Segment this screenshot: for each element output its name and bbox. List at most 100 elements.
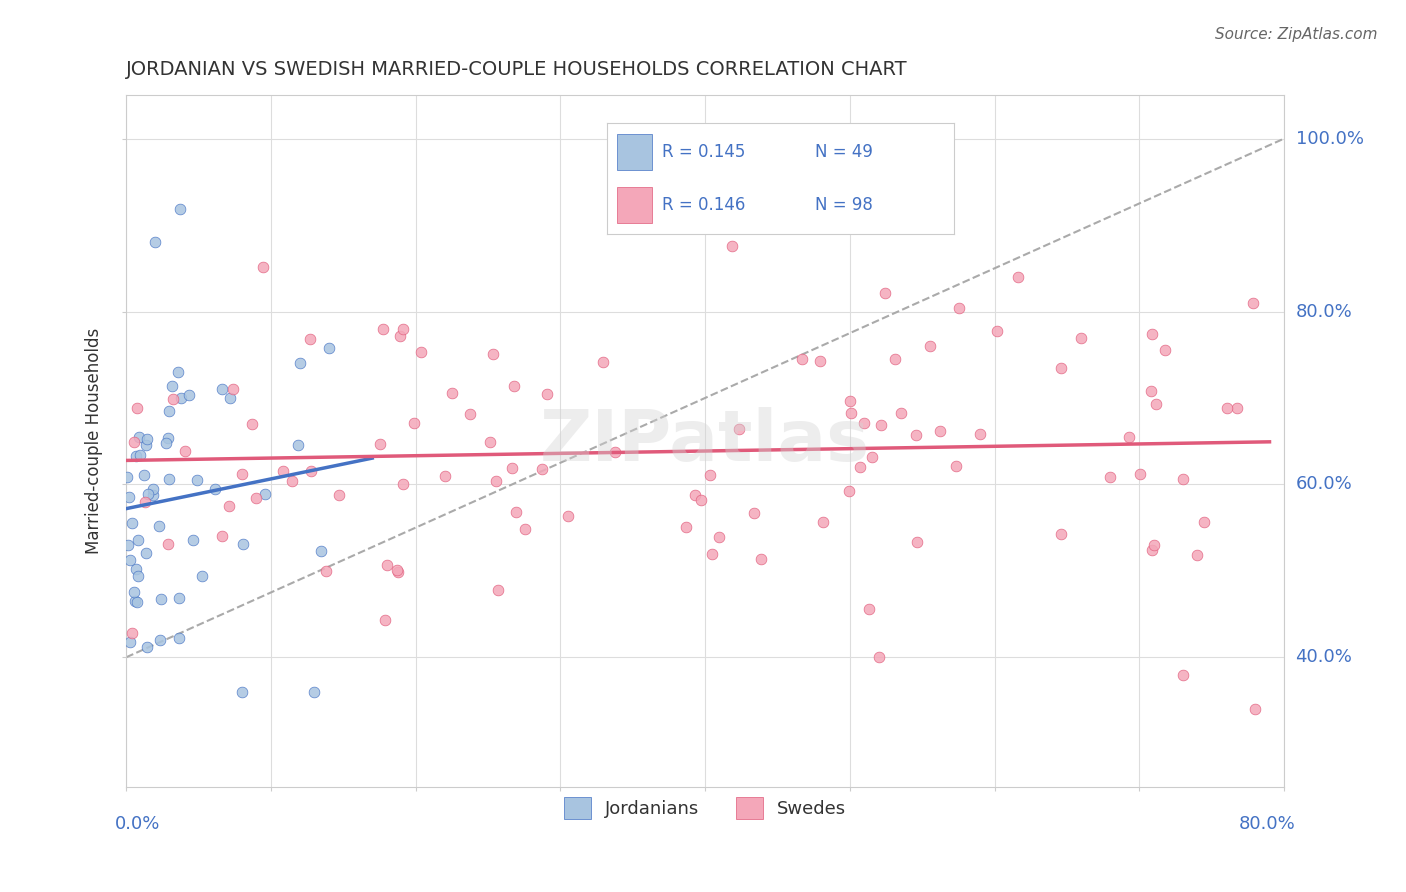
Point	[117, 538, 139, 552]
Point	[742, 506, 765, 520]
Point	[1215, 401, 1237, 416]
Point	[254, 487, 277, 501]
Point	[136, 487, 159, 501]
Point	[1139, 384, 1161, 398]
Point	[127, 568, 149, 582]
Point	[873, 285, 896, 300]
Point	[790, 351, 813, 366]
Point	[986, 324, 1008, 338]
Point	[929, 424, 952, 438]
Point	[120, 553, 142, 567]
Text: JORDANIAN VS SWEDISH MARRIED-COUPLE HOUSEHOLDS CORRELATION CHART: JORDANIAN VS SWEDISH MARRIED-COUPLE HOUS…	[127, 60, 908, 78]
Point	[948, 301, 970, 315]
Point	[482, 347, 505, 361]
Point	[157, 472, 180, 486]
Point	[1140, 327, 1163, 342]
Point	[808, 353, 831, 368]
Point	[392, 477, 415, 491]
Point	[720, 238, 742, 252]
Point	[148, 519, 170, 533]
Point	[683, 488, 706, 502]
Point	[218, 499, 240, 513]
Point	[502, 378, 524, 392]
Point	[486, 582, 509, 597]
Point	[167, 631, 190, 645]
Point	[905, 535, 928, 549]
Point	[665, 149, 688, 163]
Point	[162, 392, 184, 406]
Point	[149, 632, 172, 647]
Point	[1129, 467, 1152, 481]
Point	[125, 401, 148, 416]
Point	[603, 445, 626, 459]
Point	[245, 491, 267, 505]
Point	[1185, 549, 1208, 563]
Point	[142, 482, 165, 496]
Point	[311, 544, 333, 558]
Point	[1007, 269, 1029, 284]
Point	[191, 569, 214, 583]
Point	[709, 530, 731, 544]
Point	[727, 422, 749, 436]
Point	[1153, 343, 1175, 357]
Point	[157, 403, 180, 417]
Point	[304, 685, 326, 699]
Point	[374, 613, 396, 627]
Text: Source: ZipAtlas.com: Source: ZipAtlas.com	[1215, 27, 1378, 42]
Point	[143, 235, 166, 250]
Point	[1144, 397, 1167, 411]
Text: 40.0%: 40.0%	[1295, 648, 1353, 666]
Point	[868, 650, 890, 665]
Point	[142, 488, 165, 502]
Point	[557, 509, 579, 524]
Point	[387, 563, 409, 577]
Point	[135, 438, 157, 452]
Point	[433, 468, 456, 483]
Point	[174, 444, 197, 458]
Point	[204, 482, 226, 496]
Point	[252, 260, 274, 275]
Point	[117, 469, 139, 483]
Point	[1049, 361, 1071, 376]
Point	[128, 430, 150, 444]
Text: 80.0%: 80.0%	[1239, 814, 1295, 832]
Point	[125, 449, 148, 463]
Point	[838, 484, 860, 499]
Point	[315, 564, 337, 578]
Point	[177, 388, 200, 402]
Point	[905, 428, 928, 442]
Point	[122, 585, 145, 599]
Point	[391, 322, 413, 336]
Point	[1244, 702, 1267, 716]
Point	[290, 356, 312, 370]
Point	[411, 344, 433, 359]
Point	[700, 547, 723, 561]
Point	[387, 565, 409, 579]
Point	[890, 406, 912, 420]
Point	[1142, 538, 1164, 552]
Point	[156, 431, 179, 445]
Point	[515, 522, 537, 536]
Point	[118, 635, 141, 649]
Point	[211, 529, 233, 543]
Point	[273, 464, 295, 478]
Point	[318, 341, 340, 355]
Point	[157, 537, 180, 551]
Point	[530, 462, 553, 476]
Point	[218, 391, 240, 405]
Point	[121, 516, 143, 530]
Point	[240, 417, 263, 431]
Point	[287, 438, 309, 452]
Point	[869, 417, 891, 432]
Point	[136, 432, 159, 446]
Point	[969, 426, 991, 441]
Point	[328, 488, 350, 502]
Point	[155, 436, 177, 450]
Point	[811, 515, 834, 529]
Text: 60.0%: 60.0%	[1295, 475, 1353, 493]
Point	[1226, 401, 1249, 416]
Point	[699, 468, 721, 483]
Point	[211, 382, 233, 396]
Point	[169, 591, 191, 606]
Point	[231, 467, 253, 481]
